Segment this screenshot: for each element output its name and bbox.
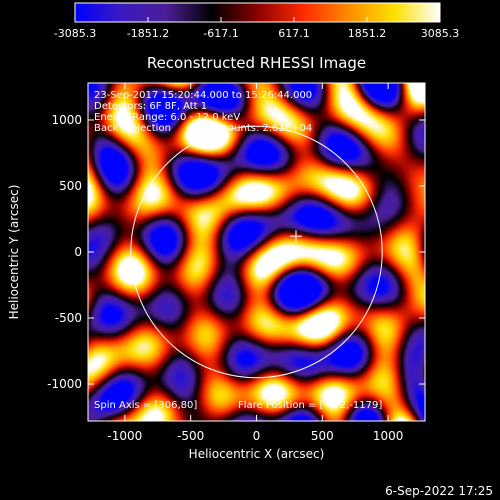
annotation-method: Back Projection bbox=[94, 123, 171, 134]
chart-title: Reconstructed RHESSI Image bbox=[147, 54, 366, 72]
colorbar-ticks: -3085.3 -1851.2 -617.1 617.1 1851.2 3085.3 bbox=[54, 17, 459, 40]
x-tick-label: -500 bbox=[177, 429, 204, 443]
plot-area: -1000 -500 0 500 1000 -1000 -500 0 500 1000 23-S… bbox=[47, 82, 426, 443]
x-tick-label: 1000 bbox=[373, 429, 404, 443]
colorbar-tick-label: 617.1 bbox=[278, 27, 310, 40]
flare-position-marker bbox=[289, 230, 302, 243]
x-tick-label: -1000 bbox=[107, 429, 142, 443]
y-axis-ticks: -1000 -500 0 500 1000 bbox=[47, 113, 425, 391]
y-tick-label: 0 bbox=[74, 245, 82, 259]
colorbar-tick-label: -1851.2 bbox=[127, 27, 169, 40]
x-axis-ticks: -1000 -500 0 500 1000 bbox=[107, 83, 403, 443]
x-tick-label: 0 bbox=[253, 429, 261, 443]
colorbar-bar bbox=[74, 2, 441, 23]
annotation-flare-position: Flare Position = [-472,-1179] bbox=[238, 400, 382, 411]
colorbar-tick-label: 1851.2 bbox=[348, 27, 387, 40]
y-tick-label: 500 bbox=[59, 179, 82, 193]
annotation-energy-range: Energy Range: 6.0 - 12.0 keV bbox=[94, 112, 240, 123]
x-tick-label: 500 bbox=[311, 429, 334, 443]
solar-disk-circle bbox=[130, 125, 383, 379]
y-axis-label: Heliocentric Y (arcsec) bbox=[7, 185, 21, 320]
annotation-detectors: Detectors: 6F 8F, Att 1 bbox=[94, 101, 207, 112]
y-tick-label: -1000 bbox=[47, 377, 82, 391]
y-tick-label: -500 bbox=[55, 311, 82, 325]
footer-timestamp: 6-Sep-2022 17:25 bbox=[385, 484, 493, 498]
colorbar-tick-label: 3085.3 bbox=[421, 27, 460, 40]
heatmap-image bbox=[88, 83, 425, 421]
x-axis-label: Heliocentric X (arcsec) bbox=[189, 447, 325, 461]
annotation-spin-axis: Spin Axis = [306,80] bbox=[94, 400, 197, 411]
annotation-time-range: 23-Sep-2017 15:20:44.000 to 15:26:44.000 bbox=[94, 90, 312, 101]
annotations: 23-Sep-2017 15:20:44.000 to 15:26:44.000… bbox=[94, 90, 382, 411]
y-tick-label: 1000 bbox=[51, 113, 82, 127]
colorbar-tick-label: -617.1 bbox=[203, 27, 238, 40]
colorbar-tick-label: -3085.3 bbox=[54, 27, 96, 40]
colorbar: -3085.3 -1851.2 -617.1 617.1 1851.2 3085.3 bbox=[54, 2, 459, 40]
annotation-total-counts: Total counts: 2.63E+04 bbox=[195, 123, 312, 134]
